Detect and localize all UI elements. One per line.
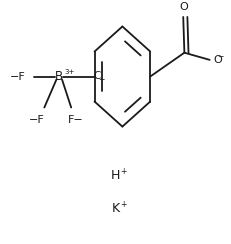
Text: −: − [98,75,104,84]
Text: K: K [111,202,120,215]
Text: −F: −F [29,115,45,125]
Text: O: O [214,55,222,65]
Text: +: + [120,200,126,209]
Text: O: O [179,2,188,12]
Text: 3+: 3+ [64,69,75,75]
Text: F−: F− [68,115,84,125]
Text: −F: −F [10,71,26,81]
Text: −: − [217,52,224,61]
Text: B: B [55,70,63,83]
Text: H: H [111,169,120,182]
Text: +: + [120,167,126,176]
Text: C: C [93,71,100,81]
